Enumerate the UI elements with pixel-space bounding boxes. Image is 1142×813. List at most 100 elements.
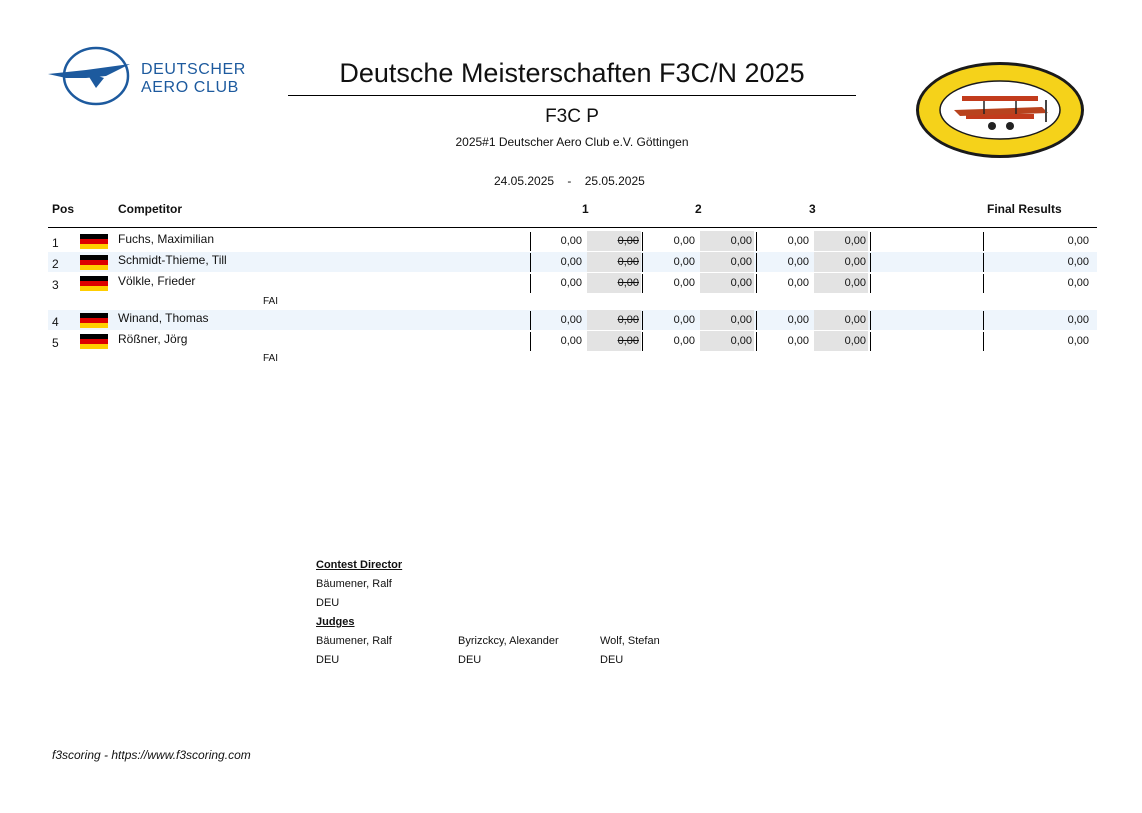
germany-flag-icon — [80, 234, 108, 249]
round-score: 0,00 — [757, 231, 811, 251]
score-value: 0,00 — [617, 256, 639, 268]
date-from: 24.05.2025 — [494, 174, 555, 188]
score-value: 0,00 — [787, 235, 809, 247]
score-value: 0,00 — [844, 256, 866, 268]
round-score: 0,00 — [643, 252, 697, 272]
column-separator — [983, 332, 984, 351]
score-value: 0,00 — [1067, 256, 1089, 268]
round-score: 0,00 — [700, 310, 754, 330]
header-divider — [48, 227, 1097, 228]
round-score: 0,00 — [814, 273, 868, 293]
germany-flag-icon — [80, 276, 108, 291]
contest-director-heading: Contest Director — [316, 559, 403, 571]
round-score: 0,00 — [643, 273, 697, 293]
score-value: 0,00 — [1067, 335, 1089, 347]
round-score: 0,00 — [700, 273, 754, 293]
round-score: 0,00 — [757, 252, 811, 272]
column-separator — [530, 274, 531, 293]
round-score: 0,00 — [587, 331, 641, 351]
column-separator — [870, 274, 871, 293]
competitor-name: Rößner, Jörg — [118, 332, 188, 346]
column-separator — [642, 311, 643, 330]
table-row: 2 Schmidt-Thieme, Till 0,00 0,00 0,00 0,00 0,0… — [48, 252, 1097, 272]
round-score: 0,00 — [757, 273, 811, 293]
score-value: 0,00 — [673, 256, 695, 268]
score-value: 0,00 — [560, 314, 582, 326]
round-score: 0,00 — [643, 331, 697, 351]
score-value: 0,00 — [730, 235, 752, 247]
score-value: 0,00 — [617, 335, 639, 347]
germany-flag-icon — [80, 313, 108, 328]
round-score: 0,00 — [700, 331, 754, 351]
row-position: 4 — [52, 315, 59, 329]
column-separator — [983, 274, 984, 293]
date-to: 25.05.2025 — [584, 174, 645, 188]
event-name: 2025#1 Deutscher Aero Club e.V. Göttinge… — [455, 135, 689, 149]
judge-country: DEU — [458, 654, 482, 666]
class-subtitle: F3C P — [545, 106, 599, 127]
round-score: 0,00 — [643, 231, 697, 251]
score-value: 0,00 — [787, 314, 809, 326]
footer-credit: f3scoring - https://www.f3scoring.com — [52, 748, 251, 762]
table-row: 5 Rößner, Jörg 0,00 0,00 0,00 0,00 0,00 0,00 0,0… — [48, 331, 1097, 351]
score-value: 0,00 — [560, 335, 582, 347]
round-score: 0,00 — [530, 231, 584, 251]
competitor-name: Schmidt-Thieme, Till — [118, 253, 227, 267]
column-separator — [756, 253, 757, 272]
score-value: 0,00 — [730, 314, 752, 326]
score-value: 0,00 — [673, 235, 695, 247]
page-title: Deutsche Meisterschaften F3C/N 2025 — [339, 58, 805, 88]
column-separator — [983, 311, 984, 330]
final-score: 0,00 — [985, 310, 1093, 330]
score-value: 0,00 — [844, 314, 866, 326]
contest-director-name: Bäumener, Ralf — [316, 578, 392, 590]
judge-country: DEU — [600, 654, 624, 666]
round-score: 0,00 — [814, 231, 868, 251]
column-separator — [756, 274, 757, 293]
final-score: 0,00 — [985, 252, 1093, 272]
column-separator — [642, 274, 643, 293]
round-score: 0,00 — [530, 310, 584, 330]
round-score: 0,00 — [700, 231, 754, 251]
column-separator — [983, 232, 984, 251]
col-competitor-header: Competitor — [118, 202, 182, 216]
round-score: 0,00 — [530, 331, 584, 351]
table-row: 4 Winand, Thomas 0,00 0,00 0,00 0,00 0,00 0,00 0… — [48, 310, 1097, 330]
final-score: 0,00 — [985, 273, 1093, 293]
column-separator — [530, 253, 531, 272]
round-score: 0,00 — [587, 273, 641, 293]
score-value: 0,00 — [560, 235, 582, 247]
column-separator — [530, 332, 531, 351]
score-value: 0,00 — [673, 335, 695, 347]
score-value: 0,00 — [617, 235, 639, 247]
score-value: 0,00 — [617, 277, 639, 289]
round-score: 0,00 — [587, 252, 641, 272]
column-separator — [530, 232, 531, 251]
score-value: 0,00 — [560, 277, 582, 289]
judge-name: Byrizckcy, Alexander — [458, 635, 559, 647]
round-score: 0,00 — [643, 310, 697, 330]
round-score: 0,00 — [757, 331, 811, 351]
date-separator: - — [567, 174, 572, 188]
round-score: 0,00 — [587, 231, 641, 251]
title-divider — [288, 95, 856, 96]
row-position: 1 — [52, 236, 59, 250]
col-final-header: Final Results — [987, 202, 1062, 216]
score-value: 0,00 — [1067, 277, 1089, 289]
table-row: 1 Fuchs, Maximilian 0,00 0,00 0,00 0,00 0,00 0,… — [48, 231, 1097, 251]
column-separator — [756, 232, 757, 251]
score-value: 0,00 — [844, 335, 866, 347]
round-score: 0,00 — [814, 310, 868, 330]
row-position: 3 — [52, 278, 59, 292]
score-value: 0,00 — [1067, 235, 1089, 247]
competitor-name: Fuchs, Maximilian — [118, 232, 215, 246]
col-pos-header: Pos — [52, 202, 75, 216]
col-round1-header: 1 — [582, 202, 589, 216]
event-dates: 24.05.2025 - 25.05.2025 — [494, 174, 645, 188]
round-score: 0,00 — [700, 252, 754, 272]
col-round2-header: 2 — [695, 202, 702, 216]
judge-name: Wolf, Stefan — [600, 635, 660, 647]
dac-logo: DEUTSCHER AERO CLUB — [46, 44, 276, 108]
competitor-name: Winand, Thomas — [118, 311, 209, 325]
score-value: 0,00 — [844, 277, 866, 289]
